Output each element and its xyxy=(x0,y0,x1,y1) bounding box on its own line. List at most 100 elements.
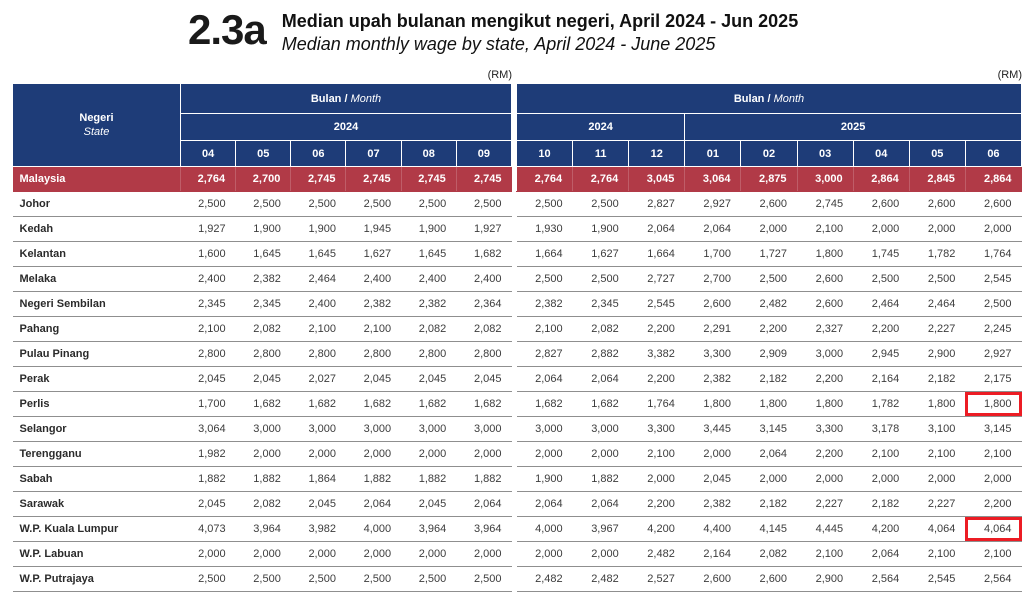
value-cell: 2,745 xyxy=(290,166,346,192)
bulan-month-header: Bulan / Month xyxy=(516,83,1022,114)
value-cell: 2,800 xyxy=(401,341,457,367)
table-row: 2,100 2,082 2,200 2,291 2,200 2,327 2,200 2,227… xyxy=(516,316,1022,342)
value-cell: 2,064 xyxy=(572,366,629,392)
value-cell: 2,745 xyxy=(400,166,457,192)
value-cell: 2,064 xyxy=(516,491,573,517)
value-cell: 2,400 xyxy=(401,266,457,292)
value-cell: 3,000 xyxy=(235,416,291,442)
table-row: 2,482 2,482 2,527 2,600 2,600 2,900 2,564 2,545… xyxy=(516,566,1022,592)
value-cell: 2,000 xyxy=(909,216,966,242)
value-cell: 1,882 xyxy=(345,466,402,492)
value-cell: 2,600 xyxy=(684,566,741,592)
value-cell: 1,682 xyxy=(572,391,629,417)
value-cell: 1,682 xyxy=(456,391,512,417)
value-cell: 2,600 xyxy=(797,266,854,292)
value-cell: 2,045 xyxy=(180,366,236,392)
value-cell: 1,682 xyxy=(401,391,457,417)
value-cell: 2,164 xyxy=(684,541,741,567)
value-cell: 2,000 xyxy=(345,441,402,467)
value-cell: 2,045 xyxy=(401,366,457,392)
value-cell: 3,100 xyxy=(909,416,966,442)
value-cell: 3,064 xyxy=(684,166,741,192)
value-cell: 2,000 xyxy=(290,541,346,567)
value-cell: 2,500 xyxy=(180,566,236,592)
value-cell: 1,800 xyxy=(797,241,854,267)
state-cell: Pahang xyxy=(12,316,181,342)
value-cell: 2,545 xyxy=(628,291,685,317)
value-cell: 2,764 xyxy=(515,166,573,192)
value-cell: 1,927 xyxy=(180,216,236,242)
value-cell: 2,600 xyxy=(909,191,966,217)
month-col-header: 05 xyxy=(908,140,966,167)
value-cell: 3,964 xyxy=(235,516,291,542)
value-cell: 2,000 xyxy=(456,541,512,567)
state-cell: Melaka xyxy=(12,266,181,292)
value-cell: 2,200 xyxy=(740,316,798,342)
value-cell: 2,164 xyxy=(853,366,910,392)
value-cell: 2,082 xyxy=(401,316,457,342)
month-col-header: 04 xyxy=(179,140,237,167)
value-cell: 2,045 xyxy=(180,491,236,517)
value-cell: 3,000 xyxy=(797,341,854,367)
month-col-header: 12 xyxy=(628,140,686,167)
value-cell: 1,900 xyxy=(572,216,629,242)
value-cell: 1,645 xyxy=(290,241,346,267)
value-cell: 2,227 xyxy=(909,316,966,342)
value-cell: 4,064 xyxy=(909,516,966,542)
value-cell: 2,082 xyxy=(572,316,629,342)
value-cell: 4,000 xyxy=(345,516,402,542)
value-cell: 2,000 xyxy=(965,466,1022,492)
table-section-left: (RM) Negeri State Bulan / Month 2024 04 05 06 0… xyxy=(12,68,513,592)
value-cell: 2,000 xyxy=(235,541,291,567)
value-cell: 2,382 xyxy=(401,291,457,317)
value-cell: 1,682 xyxy=(235,391,291,417)
value-cell: 2,245 xyxy=(965,316,1022,342)
value-cell: 2,827 xyxy=(628,191,685,217)
state-cell: Sabah xyxy=(12,466,181,492)
value-cell: 2,927 xyxy=(684,191,741,217)
value-cell: 2,064 xyxy=(684,216,741,242)
value-cell: 2,064 xyxy=(628,216,685,242)
value-cell: 2,000 xyxy=(628,466,685,492)
value-cell: 2,200 xyxy=(797,366,854,392)
value-cell: 2,745 xyxy=(797,191,854,217)
month-col-header: 11 xyxy=(572,140,630,167)
value-cell: 2,745 xyxy=(345,166,402,192)
table-row: 2,382 2,345 2,545 2,600 2,482 2,600 2,464 2,464… xyxy=(516,291,1022,317)
value-cell: 2,800 xyxy=(456,341,512,367)
state-cell: Kelantan xyxy=(12,241,181,267)
value-cell: 2,000 xyxy=(853,216,910,242)
table-row: Johor 2,500 2,500 2,500 2,500 2,500 2,500 xyxy=(12,191,512,217)
value-cell: 1,800 xyxy=(684,391,741,417)
value-cell: 2,064 xyxy=(853,541,910,567)
value-cell: 2,927 xyxy=(965,341,1022,367)
value-cell: 1,930 xyxy=(516,216,573,242)
value-cell: 2,400 xyxy=(345,266,402,292)
value-cell: 2,382 xyxy=(684,491,741,517)
table-row: 1,930 1,900 2,064 2,064 2,000 2,100 2,000 2,000… xyxy=(516,216,1022,242)
value-cell: 2,500 xyxy=(235,566,291,592)
table-row: W.P. Putrajaya 2,500 2,500 2,500 2,500 2,500 2… xyxy=(12,566,512,592)
value-cell: 2,100 xyxy=(853,441,910,467)
value-cell: 1,682 xyxy=(516,391,573,417)
value-cell: 3,000 xyxy=(516,416,573,442)
value-cell: 2,500 xyxy=(516,191,573,217)
value-cell: 3,000 xyxy=(572,416,629,442)
value-cell: 2,064 xyxy=(740,441,798,467)
value-cell: 1,645 xyxy=(235,241,291,267)
value-cell: 1,900 xyxy=(290,216,346,242)
state-cell: Negeri Sembilan xyxy=(12,291,181,317)
value-cell: 3,445 xyxy=(684,416,741,442)
month-col-header: 06 xyxy=(964,140,1023,167)
value-cell: 2,227 xyxy=(909,491,966,517)
value-cell: 1,982 xyxy=(180,441,236,467)
value-cell: 2,082 xyxy=(235,491,291,517)
table-number: 2.3a xyxy=(188,6,267,53)
table-row: 1,900 1,882 2,000 2,045 2,000 2,000 2,000 2,000… xyxy=(516,466,1022,492)
value-cell: 2,000 xyxy=(740,216,798,242)
state-cell: Pulau Pinang xyxy=(12,341,181,367)
value-cell: 3,382 xyxy=(628,341,685,367)
value-cell: 2,082 xyxy=(456,316,512,342)
value-cell: 3,178 xyxy=(853,416,910,442)
state-cell: Perlis xyxy=(12,391,181,417)
